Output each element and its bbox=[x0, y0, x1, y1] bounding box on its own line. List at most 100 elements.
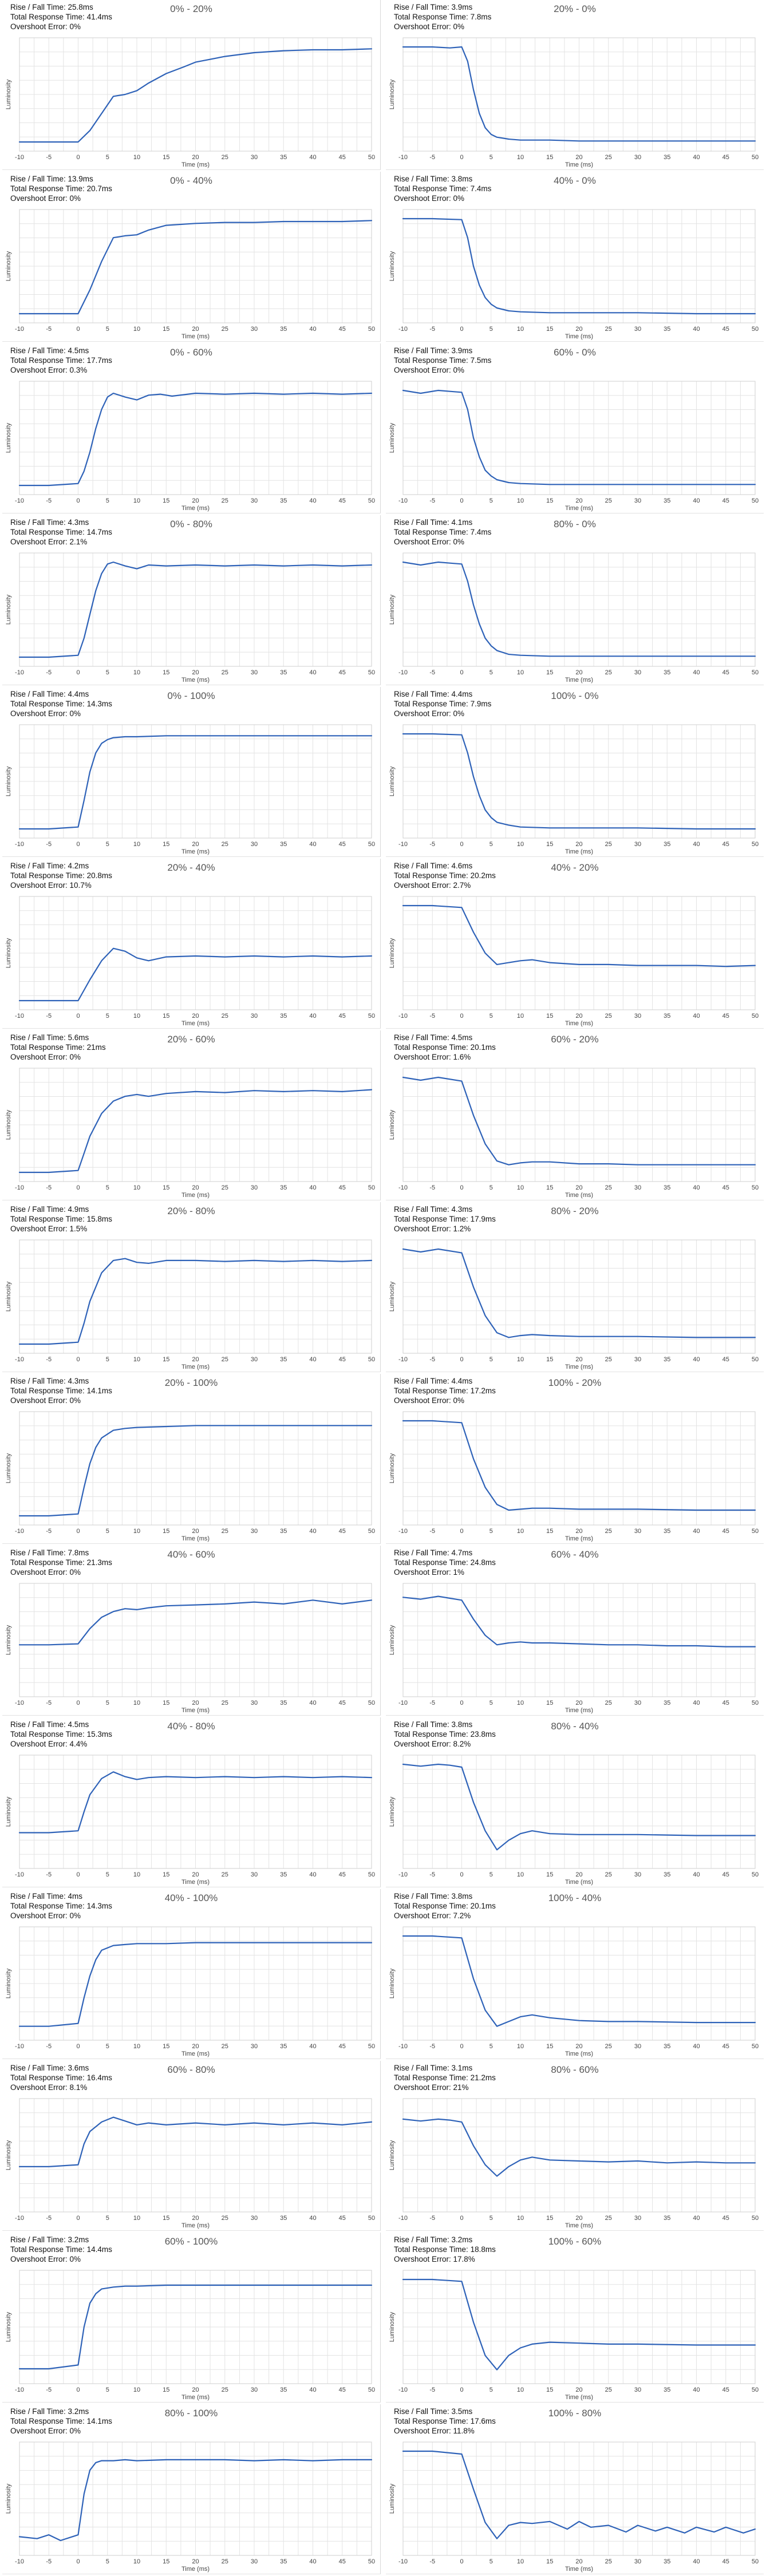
chart-title: 0% - 40% bbox=[170, 175, 212, 186]
x-tick-label: 35 bbox=[664, 841, 670, 848]
x-tick-label: 20 bbox=[575, 841, 582, 848]
x-tick-label: 30 bbox=[634, 2558, 641, 2565]
plot-frame bbox=[402, 724, 756, 839]
x-tick-label: 25 bbox=[605, 2387, 612, 2393]
x-tick-label: 50 bbox=[752, 1184, 759, 1191]
y-axis-label: Luminosity bbox=[5, 251, 12, 281]
x-tick-label: 20 bbox=[192, 326, 199, 333]
x-tick-label: 25 bbox=[605, 669, 612, 676]
line-chart: -10 -5 0 5 10 15 20 25 30 35 40 45 50 Time (ms) Lumino… bbox=[389, 1583, 759, 1714]
x-tick-label: 45 bbox=[339, 1013, 346, 1020]
rise-fall-time: Rise / Fall Time: 7.8ms bbox=[10, 1548, 89, 1557]
x-tick-label: 5 bbox=[489, 1013, 493, 1020]
x-tick-label: 15 bbox=[163, 1871, 169, 1878]
response-stats: Rise / Fall Time: 25.8ms Total Response T… bbox=[10, 2, 112, 31]
total-response-time: Total Response Time: 14.1ms bbox=[10, 2417, 112, 2425]
line-chart: -10 -5 0 5 10 15 20 25 30 35 40 45 50 Time (ms) Lumino… bbox=[5, 37, 375, 168]
chart-panel: Rise / Fall Time: 4.4ms Total Response Ti… bbox=[386, 687, 764, 857]
total-response-time: Total Response Time: 15.3ms bbox=[10, 1730, 112, 1739]
luminosity-line bbox=[18, 561, 373, 658]
x-tick-label: 10 bbox=[133, 1013, 140, 1020]
x-tick-label: 10 bbox=[517, 2043, 524, 2050]
x-tick-label: 45 bbox=[339, 1871, 346, 1878]
x-tick-label: 5 bbox=[106, 2215, 109, 2222]
x-tick-label: -5 bbox=[46, 2387, 52, 2393]
x-tick-label: 25 bbox=[605, 2043, 612, 2050]
x-tick-label: 5 bbox=[106, 497, 109, 504]
overshoot-error: Overshoot Error: 0% bbox=[394, 538, 465, 546]
plot-frame bbox=[402, 2270, 756, 2384]
x-tick-label: 30 bbox=[634, 2387, 641, 2393]
x-tick-label: 45 bbox=[339, 326, 346, 333]
overshoot-error: Overshoot Error: 2.1% bbox=[10, 538, 88, 546]
luminosity-line bbox=[402, 2278, 756, 2370]
x-tick-label: -5 bbox=[429, 154, 435, 161]
x-axis-label: Time (ms) bbox=[181, 2394, 210, 2401]
x-tick-label: 30 bbox=[634, 1184, 641, 1191]
x-tick-label: 20 bbox=[575, 2215, 582, 2222]
x-tick-label: 0 bbox=[460, 1013, 463, 1020]
luminosity-line bbox=[402, 2118, 756, 2177]
x-tick-label: 0 bbox=[76, 2215, 80, 2222]
x-tick-label: -5 bbox=[46, 1700, 52, 1706]
x-axis-label: Time (ms) bbox=[565, 2566, 593, 2573]
x-tick-label: 40 bbox=[693, 2043, 700, 2050]
chart-title: 80% - 40% bbox=[551, 1721, 599, 1732]
x-tick-label: 35 bbox=[664, 154, 670, 161]
total-response-time: Total Response Time: 17.2ms bbox=[394, 1386, 496, 1395]
x-tick-label: 15 bbox=[163, 2387, 169, 2393]
x-tick-label: 10 bbox=[517, 2558, 524, 2565]
x-tick-label: 45 bbox=[339, 1356, 346, 1363]
x-tick-label: 10 bbox=[133, 154, 140, 161]
x-tick-label: 15 bbox=[163, 2215, 169, 2222]
response-stats: Rise / Fall Time: 4.5ms Total Response Ti… bbox=[10, 346, 112, 375]
luminosity-line bbox=[402, 2450, 756, 2539]
chart-title: 20% - 80% bbox=[167, 1206, 215, 1216]
x-tick-label: 35 bbox=[664, 2558, 670, 2565]
line-chart: -10 -5 0 5 10 15 20 25 30 35 40 45 50 Time (ms) Lumino… bbox=[5, 896, 375, 1027]
x-tick-label: 30 bbox=[634, 2043, 641, 2050]
overshoot-error: Overshoot Error: 0% bbox=[394, 1396, 465, 1405]
x-tick-label: 45 bbox=[722, 1184, 729, 1191]
x-tick-label: -5 bbox=[429, 2043, 435, 2050]
chart-panel: Rise / Fall Time: 4.3ms Total Response Ti… bbox=[2, 515, 381, 685]
gridlines bbox=[19, 37, 372, 152]
x-tick-label: 40 bbox=[309, 326, 316, 333]
x-tick-label: 25 bbox=[222, 1871, 228, 1878]
x-tick-label: 40 bbox=[693, 497, 700, 504]
line-chart: -10 -5 0 5 10 15 20 25 30 35 40 45 50 Time (ms) Lumino… bbox=[5, 2098, 375, 2229]
x-tick-label: 15 bbox=[546, 1871, 553, 1878]
rise-fall-time: Rise / Fall Time: 4.3ms bbox=[394, 1205, 473, 1214]
x-axis-label: Time (ms) bbox=[565, 1879, 593, 1886]
chart-panel: Rise / Fall Time: 4.5ms Total Response Ti… bbox=[386, 1030, 764, 1200]
x-tick-label: 5 bbox=[489, 2043, 493, 2050]
x-tick-label: 30 bbox=[634, 2215, 641, 2222]
line-chart: -10 -5 0 5 10 15 20 25 30 35 40 45 50 Time (ms) Lumino… bbox=[389, 2098, 759, 2229]
x-tick-label: 5 bbox=[106, 1013, 109, 1020]
x-tick-label: -5 bbox=[429, 326, 435, 333]
x-tick-label: 20 bbox=[192, 2558, 199, 2565]
x-tick-label: 25 bbox=[605, 497, 612, 504]
x-tick-label: 35 bbox=[664, 1013, 670, 1020]
overshoot-error: Overshoot Error: 0% bbox=[10, 2255, 81, 2263]
response-stats: Rise / Fall Time: 3.8ms Total Response Ti… bbox=[394, 174, 491, 203]
luminosity-line bbox=[402, 46, 756, 142]
overshoot-error: Overshoot Error: 1.6% bbox=[394, 1053, 471, 1061]
rise-fall-time: Rise / Fall Time: 3.2ms bbox=[10, 2235, 89, 2244]
chart-panel: Rise / Fall Time: 5.6ms Total Response Ti… bbox=[2, 1030, 381, 1200]
x-tick-label: 30 bbox=[251, 1184, 258, 1191]
luminosity-line bbox=[402, 904, 756, 967]
gridlines bbox=[402, 2270, 756, 2384]
x-tick-label: 35 bbox=[664, 2043, 670, 2050]
plot-frame bbox=[19, 381, 372, 495]
x-tick-label: 15 bbox=[163, 1013, 169, 1020]
x-tick-label: 15 bbox=[546, 326, 553, 333]
rise-fall-time: Rise / Fall Time: 13.9ms bbox=[10, 175, 93, 183]
x-tick-label: 0 bbox=[460, 1871, 463, 1878]
x-tick-label: 40 bbox=[309, 2558, 316, 2565]
x-axis-label: Time (ms) bbox=[565, 677, 593, 683]
x-tick-label: -10 bbox=[15, 669, 24, 676]
x-tick-label: 0 bbox=[76, 326, 80, 333]
x-tick-label: 5 bbox=[489, 2387, 493, 2393]
gridlines bbox=[402, 1755, 756, 1869]
